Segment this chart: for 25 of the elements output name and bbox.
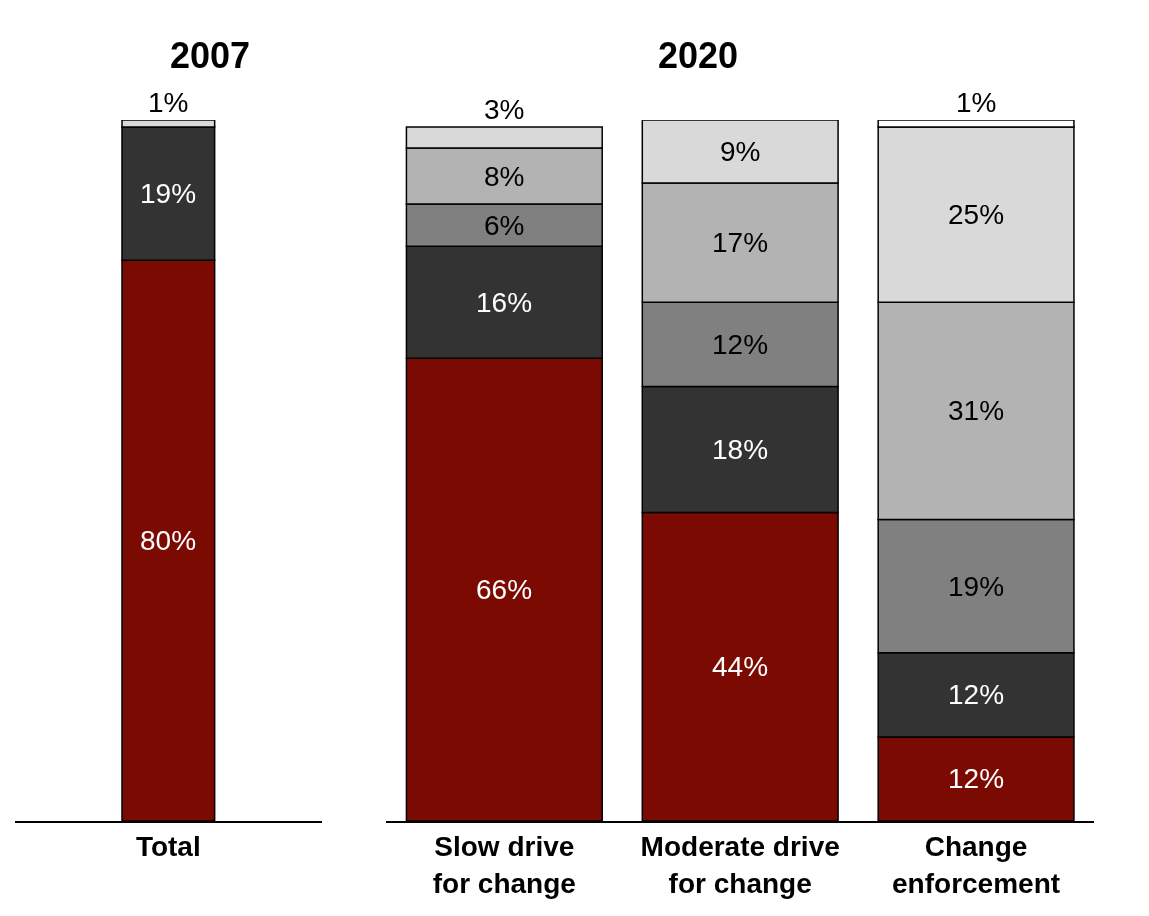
data-label: 8% xyxy=(484,161,525,192)
x-tick-label: Slow drive for change xyxy=(432,831,576,899)
data-label: 16% xyxy=(476,287,533,318)
data-label: 66% xyxy=(476,574,533,605)
x-tick-label: Total xyxy=(135,831,201,863)
x-tick-label: Moderate drive for change xyxy=(640,831,840,899)
data-label: 12% xyxy=(948,763,1005,794)
data-label: 80% xyxy=(140,525,197,556)
data-label: 9% xyxy=(720,136,761,167)
data-label: 3% xyxy=(484,94,525,125)
data-label: 31% xyxy=(948,395,1005,426)
data-label: 17% xyxy=(712,227,769,258)
data-label: 1% xyxy=(956,87,997,118)
chart-title: 2007 xyxy=(170,35,251,76)
chart-title: 2020 xyxy=(658,35,739,76)
data-label: 12% xyxy=(712,329,769,360)
data-label: 19% xyxy=(140,178,197,209)
x-tick-label: Change enforcement xyxy=(892,831,1061,899)
data-label: 19% xyxy=(948,571,1005,602)
data-label: 6% xyxy=(484,210,525,241)
data-label: 25% xyxy=(948,199,1005,230)
data-label: 18% xyxy=(712,434,769,465)
data-label: 1% xyxy=(148,87,189,118)
data-label: 12% xyxy=(948,679,1005,710)
data-label: 44% xyxy=(712,651,769,682)
